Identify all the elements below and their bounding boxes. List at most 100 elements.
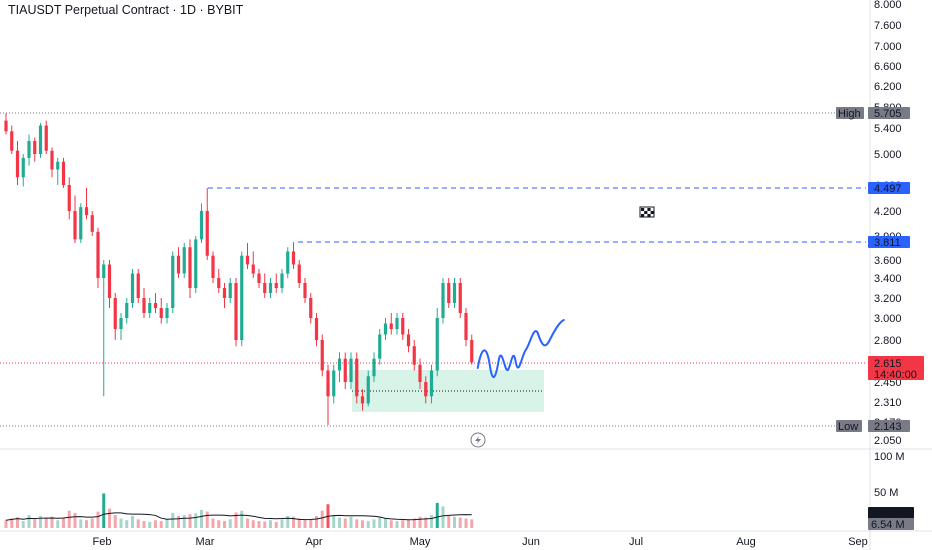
price-axis-tick: 3.200 [874,293,902,305]
candle-body[interactable] [10,131,14,151]
candle-body[interactable] [366,376,370,404]
candle-body[interactable] [389,323,393,330]
candle-body[interactable] [119,318,123,329]
candle-body[interactable] [441,283,445,318]
candle-body[interactable] [274,283,278,288]
candle-body[interactable] [401,318,405,335]
candle-body[interactable] [280,273,284,289]
candle-body[interactable] [291,251,296,265]
candle-body[interactable] [102,264,106,279]
candle-body[interactable] [67,185,71,211]
candle-body[interactable] [113,298,117,329]
candle-body[interactable] [222,288,227,298]
candle-body[interactable] [309,298,313,318]
candle-body[interactable] [418,364,422,382]
candle-body[interactable] [217,278,221,288]
candle-body[interactable] [33,141,37,154]
volume-bar [447,515,451,528]
candle-body[interactable] [96,231,100,278]
price-axis-tick: 3.400 [874,273,902,285]
candle-body[interactable] [165,308,169,318]
candle-body[interactable] [452,283,457,303]
candle-body[interactable] [56,161,60,170]
candle-body[interactable] [159,308,163,318]
candle-body[interactable] [286,251,290,274]
candle-body[interactable] [38,125,43,154]
candle-body[interactable] [406,334,411,347]
candle-body[interactable] [372,358,376,377]
volume-bar [458,517,462,528]
price-axis-tick: 6.200 [874,81,902,93]
candle-body[interactable] [429,370,434,397]
candle-body[interactable] [142,298,146,313]
candle-body[interactable] [44,125,48,151]
candle-body[interactable] [447,283,451,303]
candle-body[interactable] [188,247,192,288]
volume-ma-line [5,512,472,521]
candle-body[interactable] [199,211,204,240]
time-axis-tick: Jun [522,536,540,548]
candle-body[interactable] [234,283,238,340]
candle-body[interactable] [228,283,232,298]
candle-body[interactable] [84,207,89,216]
candle-body[interactable] [171,255,175,308]
volume-bar [205,511,209,528]
candle-body[interactable] [268,283,273,293]
candle-body[interactable] [349,358,353,382]
candle-body[interactable] [470,340,474,363]
candle-body[interactable] [27,141,31,158]
candle-body[interactable] [458,283,462,313]
candle-body[interactable] [61,161,66,185]
candle-body[interactable] [73,211,77,240]
candle-body[interactable] [257,273,261,284]
candle-body[interactable] [320,340,324,371]
volume-bar [90,518,94,528]
candle-body[interactable] [303,283,307,298]
candle-body[interactable] [79,207,83,240]
candle-body[interactable] [148,303,152,313]
candle-body[interactable] [297,264,301,284]
candle-body[interactable] [15,150,20,178]
candle-body[interactable] [240,255,244,340]
candle-body[interactable] [245,255,250,265]
volume-bar [119,518,123,528]
candle-body[interactable] [378,334,382,359]
candle-body[interactable] [182,247,186,274]
candle-body[interactable] [194,239,198,288]
candle-body[interactable] [435,318,439,371]
candle-body[interactable] [424,382,428,397]
candle-body[interactable] [50,150,54,170]
candle-body[interactable] [21,157,25,178]
candle-body[interactable] [464,313,468,340]
volume-bar [412,518,416,528]
candle-body[interactable] [314,318,319,340]
candle-body[interactable] [337,358,342,371]
candle-body[interactable] [395,318,399,329]
candle-body[interactable] [343,358,347,382]
candle-body[interactable] [355,358,359,397]
candle-body[interactable] [90,215,94,232]
volume-bar [136,519,140,528]
candle-body[interactable] [4,120,8,132]
candle-body[interactable] [412,346,416,365]
candle-body[interactable] [130,273,135,304]
candle-body[interactable] [263,283,267,293]
candle-body[interactable] [205,211,209,256]
candle-body[interactable] [326,370,330,397]
candle-body[interactable] [360,396,365,404]
candle-body[interactable] [107,264,112,299]
candle-body[interactable] [211,255,215,278]
candle-body[interactable] [251,264,255,274]
candle-body[interactable] [136,273,140,299]
volume-bar [372,519,376,528]
candle-body[interactable] [176,255,181,274]
current-price-value: 2.615 [874,358,902,370]
candle-body[interactable] [153,303,158,308]
candle-body[interactable] [125,303,129,318]
candle-body[interactable] [383,323,388,335]
candle-body[interactable] [332,370,336,397]
flag-cell [641,214,645,217]
flag-cell [644,211,648,214]
